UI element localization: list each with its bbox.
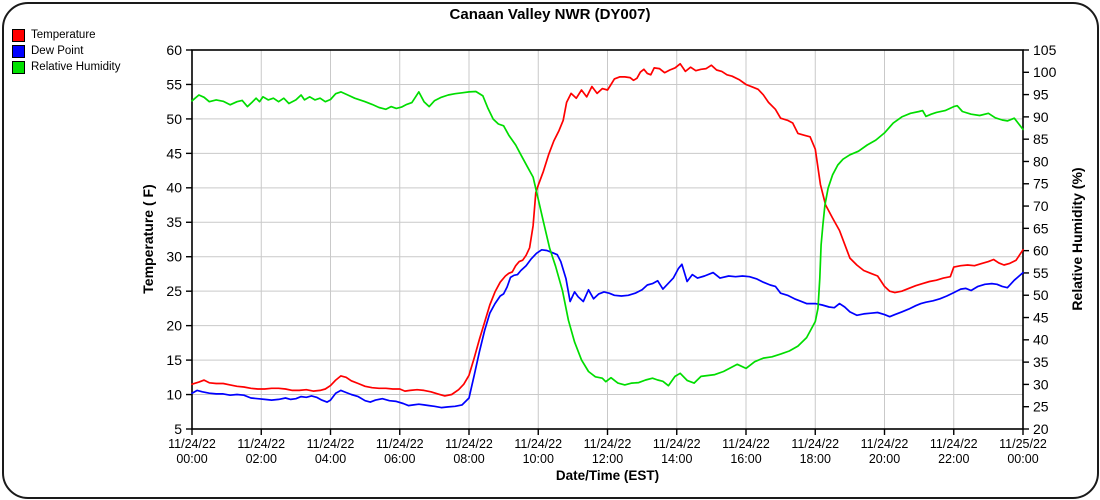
svg-text:11/24/22: 11/24/22 bbox=[722, 437, 770, 451]
svg-text:25: 25 bbox=[166, 283, 182, 299]
svg-text:70: 70 bbox=[1033, 198, 1049, 214]
svg-text:30: 30 bbox=[166, 249, 182, 265]
svg-text:80: 80 bbox=[1033, 153, 1049, 169]
svg-text:55: 55 bbox=[166, 76, 182, 92]
legend-item-relative-humidity: Relative Humidity bbox=[12, 59, 120, 75]
svg-text:10: 10 bbox=[166, 386, 182, 402]
svg-text:14:00: 14:00 bbox=[661, 452, 692, 466]
svg-text:11/24/22: 11/24/22 bbox=[653, 437, 701, 451]
svg-text:15: 15 bbox=[166, 352, 182, 368]
svg-text:12:00: 12:00 bbox=[592, 452, 623, 466]
plot-frame bbox=[191, 49, 1024, 430]
svg-text:06:00: 06:00 bbox=[384, 452, 415, 466]
temperature-swatch-icon bbox=[12, 28, 25, 42]
svg-text:35: 35 bbox=[166, 214, 182, 230]
svg-text:100: 100 bbox=[1033, 64, 1057, 80]
svg-text:11/25/22: 11/25/22 bbox=[999, 437, 1047, 451]
svg-text:30: 30 bbox=[1033, 376, 1049, 392]
svg-text:20: 20 bbox=[1033, 421, 1049, 437]
relative-humidity-line bbox=[191, 90, 1024, 387]
axis-ticks: 5 10 15 20 25 30 35 40 45 50 55 60 20 25 30 35 40 45 50 55 6… bbox=[166, 42, 1056, 466]
svg-text:65: 65 bbox=[1033, 220, 1049, 236]
y-axis-left-title: Temperature ( F) bbox=[140, 184, 156, 294]
gridlines bbox=[191, 49, 1024, 430]
svg-text:11/24/22: 11/24/22 bbox=[791, 437, 839, 451]
svg-text:04:00: 04:00 bbox=[315, 452, 346, 466]
svg-text:11/24/22: 11/24/22 bbox=[584, 437, 632, 451]
svg-text:55: 55 bbox=[1033, 265, 1049, 281]
svg-text:35: 35 bbox=[1033, 354, 1049, 370]
legend-label-relative-humidity: Relative Humidity bbox=[31, 61, 121, 73]
svg-text:10:00: 10:00 bbox=[523, 452, 554, 466]
svg-text:95: 95 bbox=[1033, 86, 1049, 102]
relative-humidity-swatch-icon bbox=[12, 60, 25, 74]
svg-text:20:00: 20:00 bbox=[869, 452, 900, 466]
svg-text:60: 60 bbox=[166, 42, 182, 58]
svg-text:60: 60 bbox=[1033, 243, 1049, 259]
svg-text:18:00: 18:00 bbox=[800, 452, 831, 466]
x-axis-title: Date/Time (EST) bbox=[555, 468, 660, 483]
svg-text:08:00: 08:00 bbox=[453, 452, 484, 466]
svg-text:5: 5 bbox=[174, 421, 182, 437]
dew-point-swatch-icon bbox=[12, 44, 25, 58]
svg-text:11/24/22: 11/24/22 bbox=[237, 437, 285, 451]
svg-text:45: 45 bbox=[166, 145, 182, 161]
svg-text:11/24/22: 11/24/22 bbox=[514, 437, 562, 451]
svg-text:25: 25 bbox=[1033, 399, 1049, 415]
svg-text:11/24/22: 11/24/22 bbox=[930, 437, 978, 451]
svg-text:40: 40 bbox=[166, 180, 182, 196]
svg-text:02:00: 02:00 bbox=[246, 452, 277, 466]
svg-text:00:00: 00:00 bbox=[1007, 452, 1038, 466]
svg-text:50: 50 bbox=[1033, 287, 1049, 303]
chart-title: Canaan Valley NWR (DY007) bbox=[449, 6, 651, 23]
legend-label-temperature: Temperature bbox=[31, 29, 96, 41]
svg-text:40: 40 bbox=[1033, 332, 1049, 348]
temperature-line bbox=[191, 62, 1024, 397]
svg-text:75: 75 bbox=[1033, 176, 1049, 192]
svg-text:11/24/22: 11/24/22 bbox=[307, 437, 355, 451]
dew-point-line bbox=[191, 248, 1024, 409]
legend-item-temperature: Temperature bbox=[12, 27, 120, 43]
svg-text:90: 90 bbox=[1033, 109, 1049, 125]
legend-label-dew-point: Dew Point bbox=[31, 45, 84, 57]
svg-text:11/24/22: 11/24/22 bbox=[376, 437, 424, 451]
svg-text:16:00: 16:00 bbox=[730, 452, 761, 466]
svg-text:11/24/22: 11/24/22 bbox=[445, 437, 493, 451]
y-axis-right-title: Relative Humidity (%) bbox=[1069, 167, 1085, 311]
chart-legend: Temperature Dew Point Relative Humidity bbox=[12, 27, 120, 75]
svg-text:11/24/22: 11/24/22 bbox=[168, 437, 216, 451]
svg-text:45: 45 bbox=[1033, 309, 1049, 325]
legend-item-dew-point: Dew Point bbox=[12, 43, 120, 59]
svg-text:00:00: 00:00 bbox=[176, 452, 207, 466]
svg-text:50: 50 bbox=[166, 111, 182, 127]
svg-text:20: 20 bbox=[166, 318, 182, 334]
svg-text:22:00: 22:00 bbox=[938, 452, 969, 466]
svg-text:105: 105 bbox=[1033, 42, 1057, 58]
svg-text:85: 85 bbox=[1033, 131, 1049, 147]
svg-text:11/24/22: 11/24/22 bbox=[861, 437, 909, 451]
